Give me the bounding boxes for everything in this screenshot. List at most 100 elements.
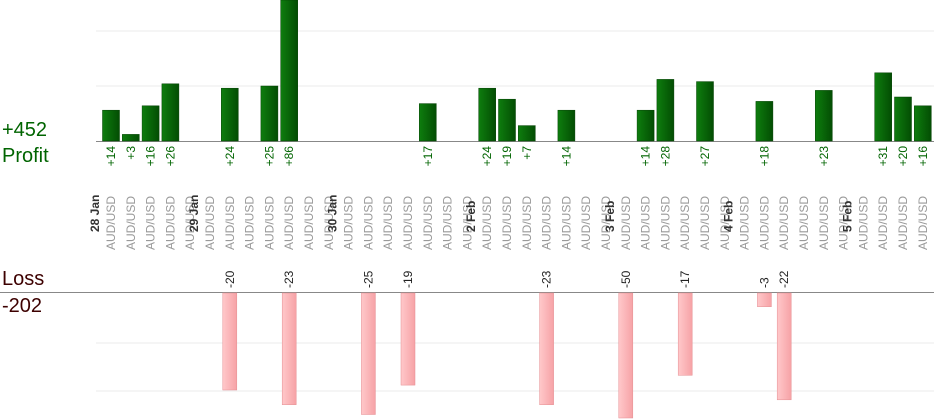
loss-data-label: -25 [361, 270, 375, 288]
category-tick-label: AUD/USD [678, 196, 692, 250]
profit-data-label: +7 [520, 146, 534, 160]
category-tick-label: AUD/USD [579, 196, 593, 250]
category-tick-label: AUD/USD [361, 196, 375, 250]
profit-data-label: +14 [104, 146, 118, 167]
loss-data-label: -23 [282, 270, 296, 288]
loss-total: -202 [2, 295, 43, 317]
profit-bar [122, 134, 140, 142]
profit-bar [815, 90, 833, 142]
profit-bar [498, 98, 516, 142]
category-tick-label: AUD/USD [342, 196, 356, 250]
profit-data-label: +3 [124, 146, 138, 160]
profit-data-label: +24 [480, 146, 494, 167]
loss-bar [281, 292, 297, 405]
loss-data-label: -50 [619, 270, 633, 288]
category-tick-label: AUD/USD [619, 196, 633, 250]
day-group-label: 28 Jan [88, 195, 102, 232]
profit-bar [696, 81, 714, 142]
category-tick-label: AUD/USD [520, 196, 534, 250]
profit-data-label: +31 [876, 146, 890, 167]
loss-data-label: -20 [223, 270, 237, 288]
loss-bar [361, 292, 376, 415]
category-tick-label: AUD/USD [144, 196, 158, 250]
profit-data-label: +20 [896, 146, 910, 167]
profit-bar [656, 79, 675, 142]
profit-data-label: +17 [421, 146, 435, 167]
loss-data-label: -23 [540, 270, 554, 288]
day-group-label: 4 Feb [722, 201, 736, 232]
profit-data-label: +14 [559, 146, 573, 167]
category-tick-label: AUD/USD [876, 196, 890, 250]
profit-bar [221, 87, 239, 142]
category-tick-label: AUD/USD [302, 196, 316, 250]
profit-data-label: +18 [757, 146, 771, 167]
profit-bar [557, 109, 576, 142]
category-tick-label: AUD/USD [124, 196, 138, 250]
loss-bar [677, 292, 693, 376]
loss-data-label: -19 [401, 270, 415, 288]
profit-data-label: +26 [163, 146, 177, 167]
category-tick-label: AUD/USD [322, 196, 336, 250]
category-tick-label: AUD/USD [559, 196, 573, 250]
loss-bar [400, 292, 416, 386]
loss-bar [776, 292, 792, 401]
category-tick-label: AUD/USD [817, 196, 831, 250]
category-tick-label: AUD/USD [698, 196, 712, 250]
category-tick-label: AUD/USD [797, 196, 811, 250]
day-group-label: 2 Feb [464, 201, 478, 232]
profit-data-label: +14 [639, 146, 653, 167]
category-tick-label: AUD/USD [282, 196, 296, 250]
category-tick-label: AUD/USD [738, 196, 752, 250]
category-tick-label: AUD/USD [163, 196, 177, 250]
category-tick-label: AUD/USD [856, 196, 870, 250]
loss-data-label: -3 [757, 277, 771, 288]
category-tick-label: AUD/USD [223, 196, 237, 250]
profit-data-label: +16 [144, 146, 158, 167]
category-tick-label: AUD/USD [718, 196, 732, 250]
loss-bar [757, 292, 772, 307]
category-tick-label: AUD/USD [480, 196, 494, 250]
loss-data-label: -22 [777, 270, 791, 288]
profit-bar [874, 72, 892, 142]
profit-data-label: +24 [223, 146, 237, 167]
profit-bar [102, 109, 120, 142]
profit-bar [755, 101, 774, 142]
profit-data-label: +19 [500, 146, 514, 167]
profit-bar [260, 85, 279, 142]
category-tick-label: AUD/USD [896, 196, 910, 250]
category-tick-label: AUD/USD [777, 196, 791, 250]
profit-data-label: +25 [262, 146, 276, 167]
profit-bar [161, 83, 180, 142]
profit-bar [280, 0, 298, 142]
category-tick-label: AUD/USD [639, 196, 653, 250]
category-tick-label: AUD/USD [381, 196, 395, 250]
profit-bar [419, 103, 437, 142]
labels: AUD/USD +14 AUD/USD +3 AUD/USD +16 AUD/USD +26 A… [88, 146, 930, 288]
day-group-label: 29 Jan [187, 195, 201, 232]
loss-label: Loss [2, 268, 45, 290]
category-tick-label: AUD/USD [262, 196, 276, 250]
profit-bar [141, 105, 160, 142]
profit-data-label: +28 [658, 146, 672, 167]
category-tick-label: AUD/USD [203, 196, 217, 250]
category-tick-label: AUD/USD [441, 196, 455, 250]
category-tick-label: AUD/USD [916, 196, 930, 250]
profit-bar [636, 109, 655, 142]
category-tick-label: AUD/USD [540, 196, 554, 250]
loss-bar [618, 292, 634, 419]
profit-data-label: +27 [698, 146, 712, 167]
category-tick-label: AUD/USD [421, 196, 435, 250]
profit-data-label: +23 [817, 146, 831, 167]
category-tick-label: AUD/USD [104, 196, 118, 250]
profit-data-label: +86 [282, 146, 296, 167]
profit-data-label: +16 [916, 146, 930, 167]
category-tick-label: AUD/USD [460, 196, 474, 250]
loss-data-label: -17 [678, 270, 692, 288]
profit-label: Profit [2, 145, 49, 167]
bars [102, 0, 932, 419]
category-tick-label: AUD/USD [500, 196, 514, 250]
day-group-label: 5 Feb [840, 201, 854, 232]
loss-bar [222, 292, 238, 391]
day-group-label: 30 Jan [326, 195, 340, 232]
